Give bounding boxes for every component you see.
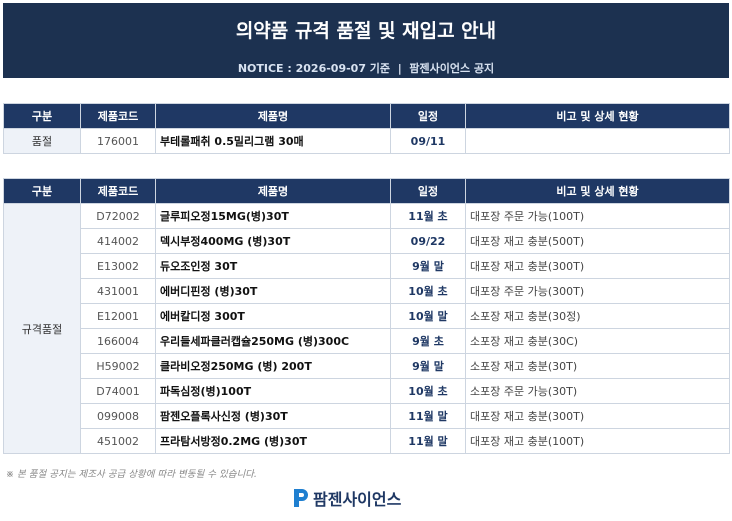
cell: 소포장 재고 충분(30정)	[465, 303, 730, 329]
row: 166004 우리들세파클러캡슐250MG (병)300C 9월 초 소포장 재고 충…	[4, 328, 730, 354]
cell: 부테롤패취 0.5밀리그램 30매	[155, 128, 391, 154]
cell: 09/11	[390, 128, 466, 154]
row: 431001 에버디핀정 (병)30T 10월 초 대포장 주문 가능(300T)	[4, 278, 730, 304]
row: H59002 클라비오정250MG (병) 200T 9월 말 소포장 재고 충분(3…	[4, 353, 730, 379]
cell: 11월 말	[390, 428, 466, 454]
column-header: 제품코드	[80, 103, 156, 129]
row: 규격품절 D72002 글루피오정15MG(병)30T 11월 초 대포장 주문 가능(…	[3, 203, 730, 454]
cell: 09/22	[390, 228, 466, 254]
column-header: 일정	[390, 178, 466, 204]
cell: 대포장 주문 가능(300T)	[465, 278, 730, 304]
row: 099008 팜젠오플록사신정 (병)30T 11월 말 대포장 재고 충분(300T…	[4, 403, 730, 429]
cell: 에버칼디정 300T	[155, 303, 391, 329]
logo: 팜젠사이언스	[292, 486, 401, 510]
cell: 우리들세파클러캡슐250MG (병)300C	[155, 328, 391, 354]
column-header: 구분	[3, 178, 81, 204]
category: 규격품절	[3, 203, 81, 454]
data-table: 구분 제품코드 제품명 일정 비고 및 상세 현황 규격품절 D72002 글루피오정15MG…	[3, 178, 730, 454]
cell: 451002	[80, 428, 156, 454]
column-header: 제품코드	[80, 178, 156, 204]
cell: E13002	[80, 253, 156, 279]
cell: 글루피오정15MG(병)30T	[155, 203, 391, 229]
row: 품절 176001 부테롤패취 0.5밀리그램 30매 09/11	[3, 128, 730, 154]
logo-text: 팜젠사이언스	[313, 490, 402, 509]
row: D74001 파독심정(병)100T 10월 초 소포장 주문 가능(30T)	[4, 378, 730, 404]
cell: E12001	[80, 303, 156, 329]
cell: 대포장 재고 충분(300T)	[465, 253, 730, 279]
cell: 414002	[80, 228, 156, 254]
cell: 파독심정(병)100T	[155, 378, 391, 404]
cell: 클라비오정250MG (병) 200T	[155, 353, 391, 379]
cell: 10월 초	[390, 278, 466, 304]
column-header: 제품명	[155, 103, 391, 129]
column-header: 비고 및 상세 현황	[465, 103, 730, 129]
cell: 10월 초	[390, 378, 466, 404]
header: 의약품 규격 품절 및 재입고 안내 NOTICE : 2026-09-07 기…	[3, 3, 729, 78]
row: 451002 프라탐서방정0.2MG (병)30T 11월 말 대포장 재고 충분(1…	[4, 428, 730, 454]
cell: D72002	[80, 203, 156, 229]
row: 414002 덱시부정400MG (병)30T 09/22 대포장 재고 충분(500…	[4, 228, 730, 254]
cell: 에버디핀정 (병)30T	[155, 278, 391, 304]
cell: 9월 초	[390, 328, 466, 354]
column-header: 구분	[3, 103, 81, 129]
cell: 9월 말	[390, 353, 466, 379]
cell	[465, 128, 730, 154]
header-row: 구분 제품코드 제품명 일정 비고 및 상세 현황	[3, 103, 730, 129]
cell: 프라탐서방정0.2MG (병)30T	[155, 428, 391, 454]
cell: 대포장 재고 충분(100T)	[465, 428, 730, 454]
cell: 소포장 재고 충분(30T)	[465, 353, 730, 379]
cell: 176001	[80, 128, 156, 154]
column-header: 일정	[390, 103, 466, 129]
data-table: 구분 제품코드 제품명 일정 비고 및 상세 현황 품절 176001 부테롤패취 0.5밀리…	[3, 103, 730, 154]
cell: 11월 말	[390, 403, 466, 429]
cell: 듀오조인정 30T	[155, 253, 391, 279]
title: 의약품 규격 품절 및 재입고 안내	[235, 20, 497, 42]
cell: 팜젠오플록사신정 (병)30T	[155, 403, 391, 429]
cell: 9월 말	[390, 253, 466, 279]
cell: D74001	[80, 378, 156, 404]
header-row: 구분 제품코드 제품명 일정 비고 및 상세 현황	[3, 178, 730, 204]
column-header: 비고 및 상세 현황	[465, 178, 730, 204]
cell: 10월 말	[390, 303, 466, 329]
cell: 099008	[80, 403, 156, 429]
cell: 대포장 재고 충분(300T)	[465, 403, 730, 429]
row: E13002 듀오조인정 30T 9월 말 대포장 재고 충분(300T)	[4, 253, 730, 279]
logo-icon	[294, 489, 308, 507]
cell: 소포장 재고 충분(30C)	[465, 328, 730, 354]
cell: 431001	[80, 278, 156, 304]
cell: 166004	[80, 328, 156, 354]
cell: 소포장 주문 가능(30T)	[465, 378, 730, 404]
cell: 11월 초	[390, 203, 466, 229]
cell: H59002	[80, 353, 156, 379]
notice: NOTICE : 2026-09-07 기준 | 팜젠사이언스 공지	[237, 62, 495, 75]
cell: 대포장 주문 가능(100T)	[465, 203, 730, 229]
row: E12001 에버칼디정 300T 10월 말 소포장 재고 충분(30정)	[4, 303, 730, 329]
footnote: ※ 본 품절 공지는 제조사 공급 상황에 따라 변동될 수 있습니다.	[6, 469, 257, 480]
column-header: 제품명	[155, 178, 391, 204]
cell: 대포장 재고 충분(500T)	[465, 228, 730, 254]
cell: 덱시부정400MG (병)30T	[155, 228, 391, 254]
category: 품절	[3, 128, 81, 154]
